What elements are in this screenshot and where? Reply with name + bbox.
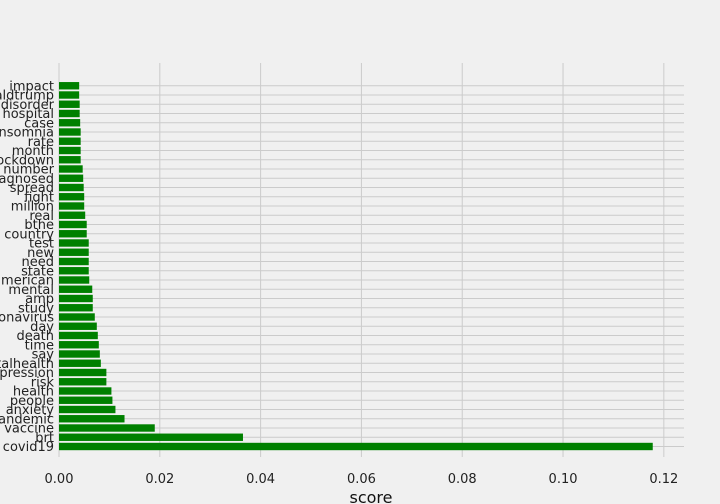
bar-depression (59, 368, 107, 377)
bar-say (59, 350, 100, 358)
category-label: covid19 (3, 440, 54, 455)
category-label: people (10, 394, 54, 409)
category-label: death (16, 329, 54, 344)
bar-diagnosed (59, 174, 84, 182)
category-label: pandemic (0, 412, 54, 427)
bar-death (59, 331, 98, 340)
bar-number (59, 165, 83, 173)
x-tick-label: 0.12 (649, 472, 678, 487)
category-label: country (4, 227, 54, 242)
x-axis-title: score (350, 488, 393, 504)
category-label: vaccine (4, 422, 54, 437)
bar-mentalhealth (59, 359, 101, 367)
bar-lockdown (59, 156, 81, 164)
category-label: test (29, 237, 54, 252)
category-label: new (27, 246, 54, 261)
category-label: brt (35, 431, 54, 446)
bar-bthe (59, 220, 87, 229)
category-label: need (22, 255, 55, 270)
bar-time (59, 341, 99, 349)
category-label: diagnosed (0, 172, 54, 187)
x-tick-label: 0.04 (246, 472, 275, 487)
bar-real (59, 211, 86, 219)
category-label: study (18, 301, 54, 316)
bar-day (59, 322, 97, 330)
category-label: million (11, 200, 54, 215)
bar-realdtrump (59, 91, 80, 99)
bar-vaccine (59, 424, 155, 432)
category-label: risk (31, 375, 55, 390)
category-label: insomnia (0, 126, 54, 141)
category-label: fight (24, 190, 54, 205)
bar-anxiety (59, 405, 116, 414)
category-label: american (0, 274, 54, 289)
category-label: say (32, 348, 55, 363)
bar-covid19 (59, 442, 653, 451)
category-label: rate (28, 135, 54, 150)
category-label: month (12, 144, 54, 159)
category-label: spread (10, 181, 54, 196)
category-label: number (3, 163, 54, 178)
category-label: disorder (1, 98, 55, 113)
x-tick-label: 0.08 (448, 472, 477, 487)
category-label: coronavirus (0, 311, 54, 326)
category-label: mental (8, 283, 54, 298)
bar-month (59, 146, 81, 155)
bar-hospital (59, 109, 80, 118)
bar-rate (59, 137, 81, 145)
bar-need (59, 257, 89, 266)
bars (59, 82, 653, 451)
category-label: mentalhealth (0, 357, 54, 372)
bar-test (59, 239, 89, 247)
category-label: health (13, 385, 54, 400)
category-label: hospital (2, 107, 54, 122)
bar-amp (59, 294, 93, 303)
x-tick-labels: 0.00 0.02 0.04 0.06 0.08 0.10 0.12 (45, 472, 679, 487)
bar-people (59, 396, 113, 404)
bar-health (59, 387, 112, 395)
bar-study (59, 304, 93, 312)
category-label: case (24, 116, 54, 131)
category-label: lockdown (0, 153, 54, 168)
x-tick-label: 0.00 (45, 472, 74, 487)
bar-brt (59, 433, 243, 441)
bar-case (59, 119, 81, 127)
category-label: time (25, 338, 54, 353)
bar-million (59, 202, 85, 210)
x-tick-label: 0.06 (347, 472, 376, 487)
bar-insomnia (59, 128, 81, 136)
bar-pandemic (59, 415, 125, 423)
bar-country (59, 230, 87, 238)
category-label: impact (9, 79, 54, 94)
category-label: day (30, 320, 54, 335)
x-tick-label: 0.02 (145, 472, 174, 487)
category-label: state (21, 264, 54, 279)
grid-lines (58, 63, 684, 457)
bar-disorder (59, 100, 80, 108)
bar-new (59, 248, 89, 256)
bar-fight (59, 193, 85, 201)
category-label: real (29, 209, 54, 224)
bar-impact (59, 82, 80, 90)
category-labels: covid19brtvaccinepandemicanxietypeoplehe… (0, 79, 55, 455)
bar-state (59, 267, 89, 275)
bar-spread (59, 183, 84, 192)
bar-coronavirus (59, 313, 95, 321)
bar-risk (59, 378, 107, 386)
category-label: amp (25, 292, 54, 307)
category-label: bthe (24, 218, 54, 233)
category-label: anxiety (6, 403, 55, 418)
category-label: depression (0, 366, 54, 381)
category-label: realdtrump (0, 89, 54, 104)
bar-mental (59, 285, 93, 293)
x-tick-label: 0.10 (549, 472, 578, 487)
bar-american (59, 276, 90, 284)
